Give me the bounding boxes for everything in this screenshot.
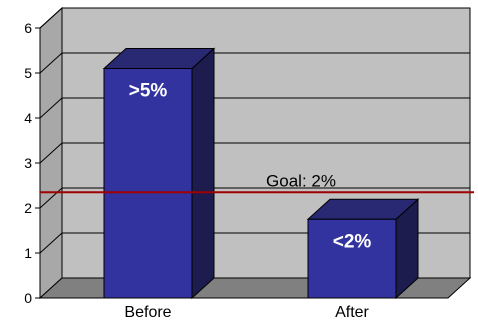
bar-data-label: >5% [129, 81, 168, 102]
bar-before [103, 68, 193, 299]
goal-reference: Goal: 2% [40, 171, 474, 194]
bar-side-face [191, 47, 215, 300]
y-tick-label: 3 [24, 155, 32, 171]
gridline-side [39, 52, 63, 74]
bar-data-label: <2% [333, 231, 372, 252]
gridline-side [39, 232, 63, 254]
y-tick-label: 4 [24, 110, 32, 126]
x-category-label: Before [124, 304, 171, 321]
y-tick-label: 1 [24, 245, 32, 261]
goal-label: Goal: 2% [266, 171, 336, 190]
bar-after [307, 218, 397, 299]
gridline-side [39, 142, 63, 164]
x-category-label: After [335, 304, 369, 321]
gridline-side [39, 97, 63, 119]
x-axis-labels: Before After [124, 304, 369, 321]
gridline-side [39, 7, 63, 29]
y-tick-label: 0 [24, 290, 32, 306]
bars: >5% <2% [102, 47, 420, 300]
y-axis-ticks: 0 1 2 3 4 5 6 [24, 20, 40, 306]
y-tick-label: 5 [24, 65, 32, 81]
y-tick-label: 6 [24, 20, 32, 36]
y-tick-label: 2 [24, 200, 32, 216]
